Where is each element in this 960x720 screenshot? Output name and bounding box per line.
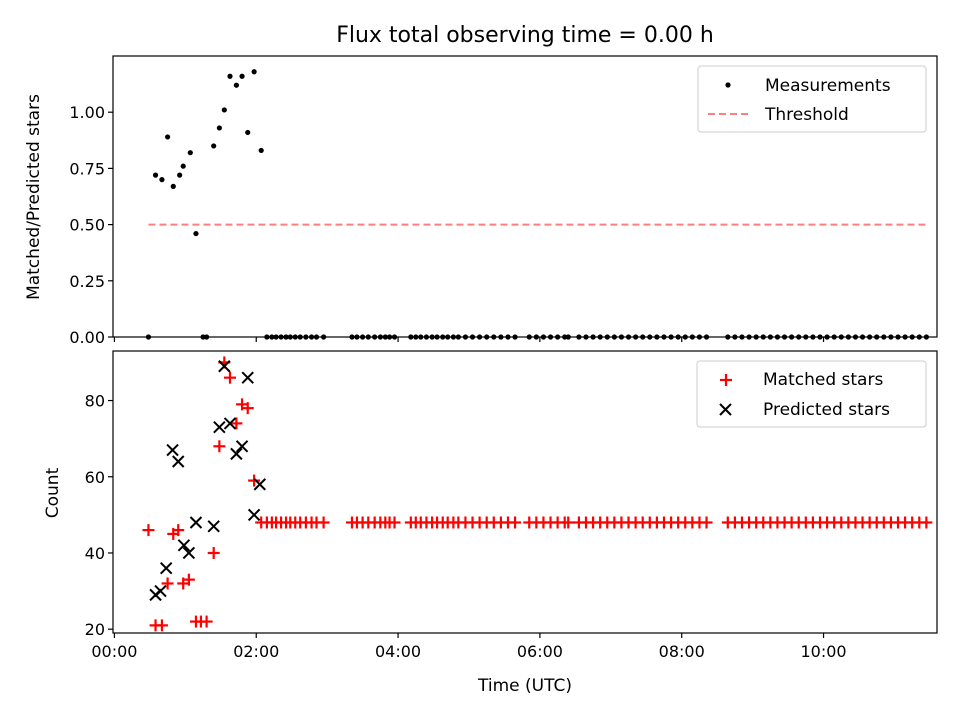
bottom-legend: Matched stars Predicted stars: [696, 360, 927, 428]
bottom-plot-area: [142, 356, 933, 632]
matched-star-point: [248, 474, 261, 487]
legend-threshold-label: Threshold: [764, 105, 849, 125]
x-tick-label: 00:00: [91, 642, 137, 661]
legend-matched-label: Matched stars: [763, 370, 883, 390]
bottom-legend-box: [696, 360, 927, 428]
matched-star-point: [241, 402, 254, 415]
bottom-panel: Count Time (UTC) 20 40 60 80 00:00 02:00 04:0…: [43, 350, 938, 696]
legend-measurements-marker: [725, 82, 731, 88]
matched-star-point: [562, 516, 575, 529]
legend-predicted-label: Predicted stars: [763, 400, 890, 420]
y-tick-label: 40: [85, 544, 105, 563]
matched-star-point: [200, 615, 213, 628]
predicted-star-point: [247, 508, 261, 522]
predicted-star-point: [230, 447, 243, 461]
legend-predicted-marker: [719, 403, 732, 416]
predicted-star-point: [241, 371, 254, 384]
matched-star-point: [224, 371, 237, 384]
matched-star-point: [920, 516, 933, 529]
x-tick-label: 06:00: [517, 642, 563, 661]
matched-star-point: [207, 546, 220, 559]
top-y-ticks: 0.00 0.25 0.50 0.75 1.00: [69, 103, 113, 347]
predicted-star-point: [154, 584, 167, 598]
measurement-point: [152, 172, 159, 178]
measurement-point: [245, 129, 251, 136]
y-tick-label: 80: [85, 392, 105, 411]
x-axis-label: Time (UTC): [477, 676, 572, 696]
top-y-axis-label: Matched/Predicted stars: [24, 94, 44, 300]
predicted-star-point: [182, 546, 196, 560]
measurement-point: [159, 177, 165, 183]
y-tick-label: 0.25: [69, 272, 105, 291]
top-panel: Matched/Predicted stars 0.00 0.25 0.50 0.75…: [24, 55, 938, 347]
chart-title: Flux total observing time = 0.00 h: [336, 23, 714, 48]
top-legend: Measurements Threshold: [697, 65, 927, 133]
matched-star-point: [155, 619, 168, 632]
bottom-y-axis-label: Count: [43, 467, 63, 518]
matched-star-point: [509, 516, 522, 529]
x-tick-label: 08:00: [659, 642, 705, 661]
predicted-star-point: [223, 417, 237, 430]
matched-star-point: [317, 516, 330, 529]
measurement-point: [233, 82, 239, 88]
matched-star-point: [213, 440, 226, 453]
measurement-point: [216, 125, 222, 131]
matched-star-point: [182, 573, 195, 586]
x-tick-label: 10:00: [800, 642, 846, 661]
measurement-point: [211, 143, 217, 149]
measurement-point: [193, 230, 199, 237]
predicted-star-point: [235, 440, 249, 453]
matched-star-point: [161, 577, 174, 590]
bottom-x-ticks: 00:00 02:00 04:00 06:00 08:00 10:00: [91, 633, 847, 661]
legend-measurements-label: Measurements: [765, 76, 891, 96]
matched-star-point: [388, 516, 401, 529]
matched-star-point: [230, 417, 243, 430]
y-tick-label: 0.00: [69, 328, 105, 347]
measurement-point: [170, 183, 176, 189]
top-x-ticks: [113, 337, 825, 342]
y-tick-label: 0.50: [69, 216, 105, 235]
predicted-star-point: [253, 478, 266, 491]
predicted-star-point: [166, 443, 179, 457]
measurement-point: [165, 134, 171, 140]
x-tick-label: 04:00: [375, 642, 421, 661]
legend-matched-marker: [720, 374, 732, 386]
y-tick-label: 60: [85, 468, 105, 487]
measurement-point: [251, 69, 257, 75]
matched-star-point: [172, 524, 185, 537]
predicted-star-point: [159, 562, 173, 575]
predicted-star-point: [207, 520, 220, 533]
y-tick-label: 20: [85, 620, 105, 639]
measurement-point: [258, 147, 264, 154]
top-axes-frame: [112, 55, 938, 338]
y-tick-label: 0.75: [69, 159, 105, 178]
bottom-y-ticks: 20 40 60 80: [85, 392, 113, 639]
matched-star-point: [142, 524, 155, 537]
predicted-star-point: [213, 421, 226, 434]
predicted-star-point: [189, 516, 203, 529]
measurement-point: [187, 150, 193, 156]
y-tick-label: 1.00: [69, 103, 105, 122]
predicted-star-point: [218, 360, 231, 373]
predicted-star-point: [177, 539, 191, 552]
matched-star-point: [700, 516, 713, 529]
measurement-point: [227, 73, 233, 79]
predicted-star-point: [172, 455, 185, 468]
measurement-point: [180, 163, 186, 169]
top-legend-box: [697, 65, 927, 133]
measurement-point: [221, 107, 227, 113]
bottom-axes-frame: [112, 350, 938, 634]
measurement-point: [239, 73, 245, 79]
x-tick-label: 02:00: [233, 642, 279, 661]
measurement-point: [177, 172, 183, 178]
